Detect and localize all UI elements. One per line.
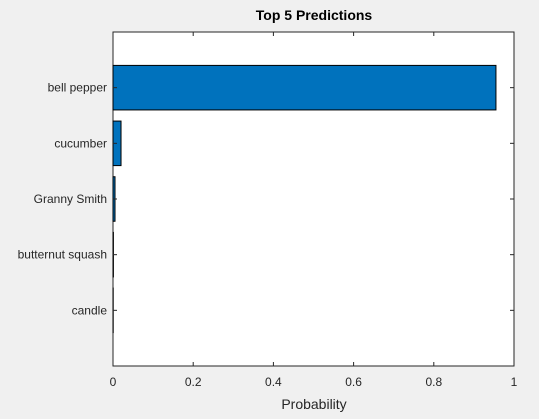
y-tick-label: cucumber [54,136,107,150]
y-tick-label: butternut squash [18,248,107,262]
chart-title: Top 5 Predictions [256,7,373,23]
x-axis-label: Probability [281,396,346,412]
y-tick-label: Granny Smith [34,192,107,206]
x-tick-label: 0 [110,375,117,389]
x-tick-label: 0.6 [345,375,362,389]
bar [112,64,497,111]
x-tick-label: 0.2 [185,375,202,389]
x-axis: 0 0.2 0.4 0.6 0.8 1 [110,32,518,389]
y-axis: bell pepper cucumber Granny Smith butternut… [18,81,514,317]
y-tick-label: candle [72,303,108,317]
x-tick-label: 0.8 [425,375,442,389]
x-tick-label: 1 [511,375,518,389]
y-tick-label: bell pepper [48,81,107,95]
x-tick-label: 0.4 [265,375,282,389]
